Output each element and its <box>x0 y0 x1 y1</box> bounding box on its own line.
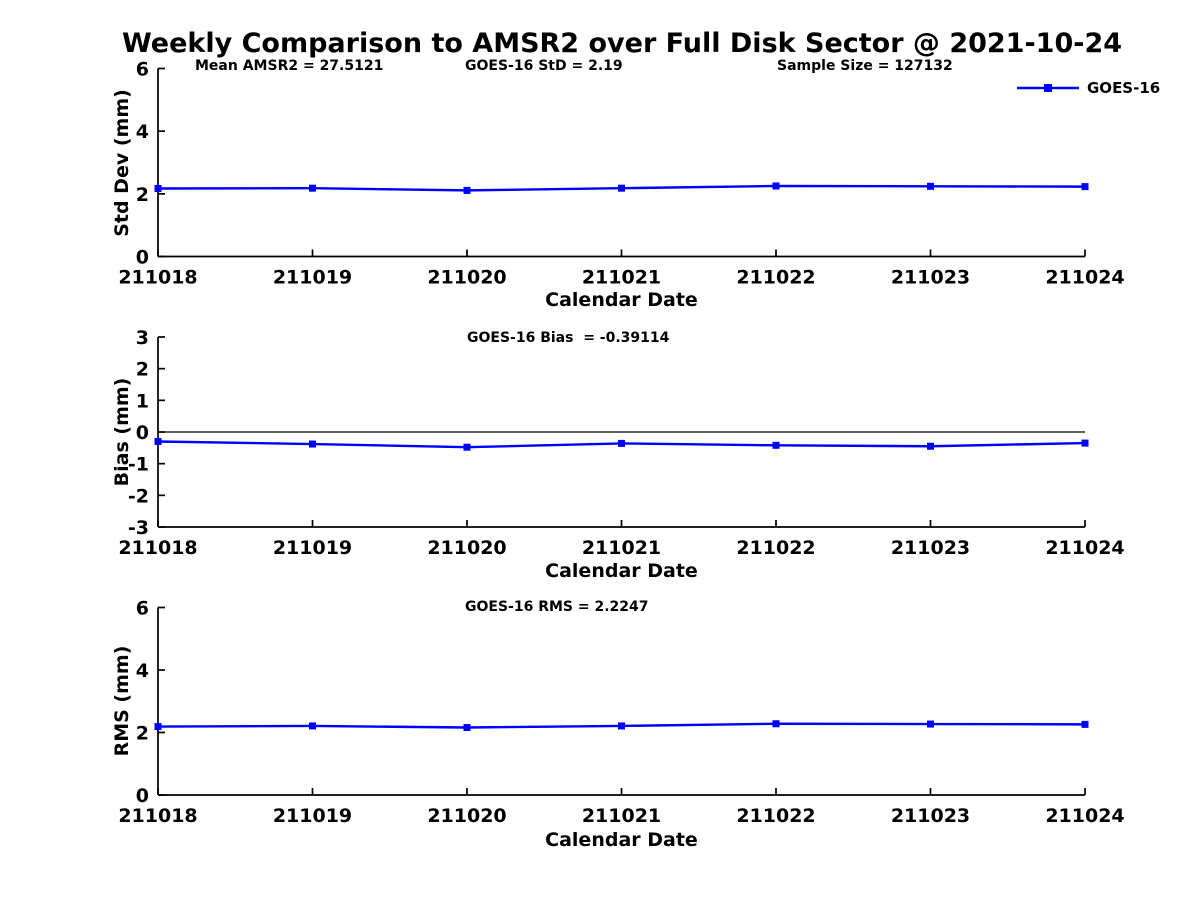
x-tick-label: 211020 <box>427 805 506 827</box>
y-tick-label: 0 <box>136 422 149 444</box>
ylabel-std-dev: Std Dev (mm) <box>111 89 133 237</box>
x-tick-label: 211019 <box>273 805 352 827</box>
y-tick-label: 6 <box>136 598 149 620</box>
data-marker <box>1081 183 1089 191</box>
subplot-2: -3 -2 -1 0 1 2 3 211018 211019 211020 211021 211022… <box>118 327 1124 559</box>
annotation-goes16-bias: GOES-16 Bias = -0.39114 <box>467 330 670 346</box>
annotation-goes16-rms: GOES-16 RMS = 2.2247 <box>465 599 649 615</box>
y-tick-label: 1 <box>136 390 149 412</box>
x-tick-label: 211021 <box>582 267 661 289</box>
y-tick-label: 2 <box>136 723 149 745</box>
y-tick-label: 3 <box>136 327 149 349</box>
x-tick-label: 211023 <box>891 537 970 559</box>
data-marker <box>154 438 162 445</box>
x-tick-label: 211018 <box>118 805 197 827</box>
x-tick-label: 211024 <box>1045 805 1124 827</box>
xlabel-calendar-date-3: Calendar Date <box>545 829 698 851</box>
x-tick-label: 211020 <box>427 537 506 559</box>
legend-sample <box>1017 84 1079 92</box>
x-tick-label: 211021 <box>582 805 661 827</box>
y-tick-label: 4 <box>136 660 149 682</box>
y-tick-label: 2 <box>136 184 149 206</box>
data-marker <box>1081 439 1089 447</box>
legend-label: GOES-16 <box>1087 79 1161 97</box>
data-marker <box>463 724 471 731</box>
data-marker <box>154 185 162 193</box>
data-marker <box>309 440 316 448</box>
data-marker <box>927 182 934 190</box>
legend: GOES-16 <box>1017 79 1161 97</box>
legend-marker <box>1044 84 1052 92</box>
y-tick-label: 6 <box>136 59 149 81</box>
data-marker <box>618 439 625 447</box>
y-tick-label: 2 <box>136 359 149 381</box>
x-tick-label: 211024 <box>1045 537 1124 559</box>
annotation-goes16-std: GOES-16 StD = 2.19 <box>465 58 623 74</box>
data-marker <box>463 186 471 194</box>
data-marker <box>772 720 780 728</box>
ylabel-rms: RMS (mm) <box>111 645 133 757</box>
x-tick-label: 211018 <box>118 537 197 559</box>
ylabel-bias: Bias (mm) <box>111 377 133 487</box>
data-marker <box>463 443 471 451</box>
x-tick-label: 211022 <box>736 805 815 827</box>
x-tick-label: 211023 <box>891 805 970 827</box>
x-tick-label: 211024 <box>1045 267 1124 289</box>
y-tick-label: 0 <box>136 247 149 269</box>
y-tick-label: 0 <box>136 785 149 807</box>
y-tick-label: 4 <box>136 121 149 143</box>
data-marker <box>772 182 780 190</box>
y-tick-label: -1 <box>128 454 149 476</box>
data-marker <box>927 442 934 450</box>
subplot-3: 0 2 4 6 211018 211019 211020 211021 211022 211023… <box>118 598 1124 828</box>
data-marker <box>927 720 934 728</box>
data-marker <box>618 184 625 192</box>
x-tick-label: 211019 <box>273 537 352 559</box>
y-tick-label: -2 <box>128 485 149 507</box>
data-marker <box>618 722 625 730</box>
x-tick-label: 211022 <box>736 267 815 289</box>
annotation-mean-amsr2: Mean AMSR2 = 27.5121 <box>195 58 384 74</box>
xlabel-calendar-date-2: Calendar Date <box>545 560 698 582</box>
data-marker <box>772 441 780 449</box>
figure-title: Weekly Comparison to AMSR2 over Full Dis… <box>121 28 1123 59</box>
data-marker <box>154 723 162 731</box>
y-tick-label: -3 <box>128 517 149 539</box>
subplot-1: 0 2 4 6 211018 211019 211020 211021 211022 211023… <box>118 59 1124 289</box>
data-marker <box>309 722 316 730</box>
data-marker <box>1081 720 1089 728</box>
x-tick-label: 211023 <box>891 267 970 289</box>
x-tick-label: 211021 <box>582 537 661 559</box>
x-tick-label: 211022 <box>736 537 815 559</box>
annotation-sample-size: Sample Size = 127132 <box>777 58 953 74</box>
xlabel-calendar-date-1: Calendar Date <box>545 289 698 311</box>
x-tick-label: 211018 <box>118 267 197 289</box>
data-marker <box>309 184 316 192</box>
x-tick-label: 211020 <box>427 267 506 289</box>
x-tick-label: 211019 <box>273 267 352 289</box>
